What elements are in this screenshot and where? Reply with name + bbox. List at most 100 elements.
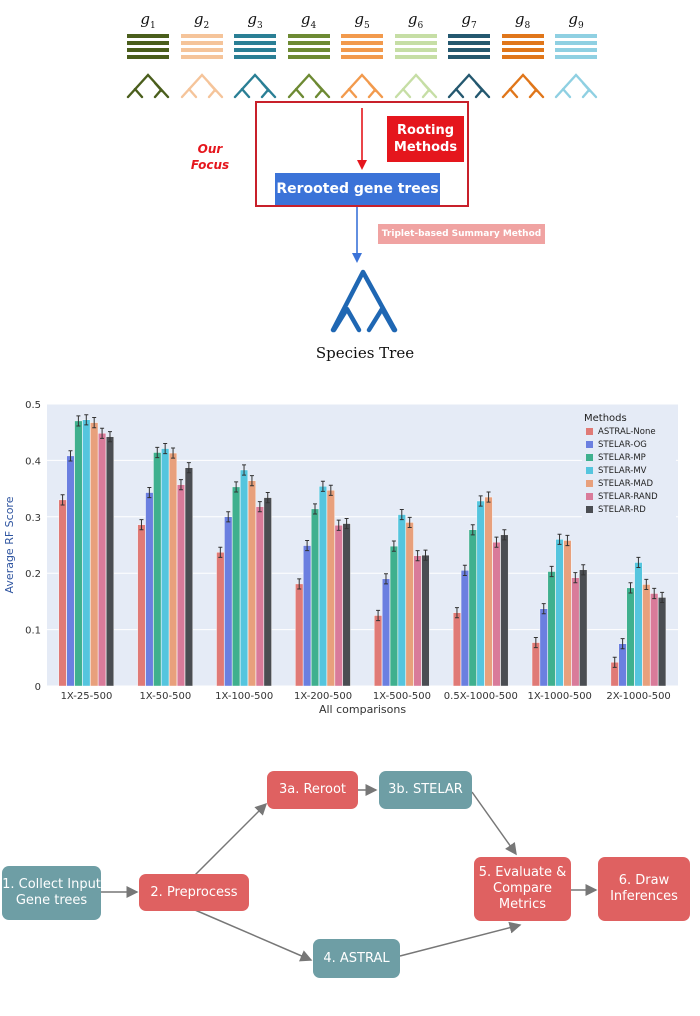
bar-stelar-rand <box>571 577 580 687</box>
error-bar <box>100 427 105 439</box>
error-bar <box>226 511 231 523</box>
error-bar <box>178 479 183 491</box>
bar-stelar-mp <box>468 529 477 687</box>
species-tree-label: Species Tree <box>315 344 415 362</box>
error-bar <box>163 442 168 455</box>
error-bar <box>549 565 554 578</box>
legend-swatch <box>586 454 593 461</box>
rerooted-gene-trees-box: Rerooted gene trees <box>275 173 440 205</box>
legend-item: STELAR-OG <box>598 440 647 450</box>
error-bar <box>305 539 310 552</box>
bar-stelar-og <box>66 455 75 687</box>
rooting-methods-box: Rooting Methods <box>387 116 464 162</box>
collect-input-step: 1. Collect Input Gene trees <box>2 866 101 920</box>
gene-sequence-icon-2 <box>180 34 223 66</box>
bar-stelar-rd <box>500 534 509 687</box>
blue-arrow-head <box>352 253 362 263</box>
legend-item: ASTRAL-None <box>598 427 656 437</box>
error-bar <box>383 573 388 585</box>
arrow-stelar-evaluate <box>471 791 517 856</box>
bar-astral-none <box>295 583 304 687</box>
y-axis-title: Average RF Score <box>3 496 16 593</box>
error-bar <box>147 486 152 499</box>
bar-stelar-mad <box>405 522 414 687</box>
error-bar <box>336 519 341 531</box>
legend-item: STELAR-MV <box>598 466 647 476</box>
error-bar <box>242 464 247 476</box>
bar-stelar-rand <box>492 541 501 687</box>
bar-stelar-rd <box>263 497 272 687</box>
bar-stelar-mp <box>232 486 241 687</box>
top-arrows <box>330 108 398 333</box>
red-arrow-head <box>357 160 367 170</box>
bar-stelar-rand <box>98 433 107 687</box>
bar-stelar-rd <box>342 523 351 687</box>
triplet-method-box: Triplet-based Summary Method <box>378 224 545 244</box>
gene-sequence-icon-4 <box>287 34 330 66</box>
bar-stelar-rd <box>421 554 430 687</box>
bar-stelar-mad <box>326 490 335 687</box>
error-bar <box>265 492 270 504</box>
error-bar <box>660 591 665 604</box>
error-bar <box>470 524 475 536</box>
x-tick-label: 1X-50-500 <box>139 691 191 702</box>
bar-astral-none <box>58 499 67 687</box>
evaluate-step: 5. Evaluate & Compare Metrics <box>474 857 571 921</box>
gene-sequence-icon-9 <box>555 34 597 66</box>
bar-stelar-mp <box>74 420 83 687</box>
bar-stelar-og <box>303 545 312 687</box>
bar-astral-none <box>137 524 146 687</box>
gene-label-3: g3 <box>247 10 263 31</box>
astral-step: 4. ASTRAL <box>313 939 400 978</box>
error-bar <box>628 582 633 594</box>
legend-item: STELAR-MP <box>598 453 646 463</box>
gene-tree-icon-9 <box>554 73 598 99</box>
gene-tree-icon-8 <box>501 73 544 99</box>
rf-score-chart: 0 0.1 0.2 0.3 0.4 0.5 1X-25-500 1X-50-500 1X-100… <box>3 400 678 716</box>
legend-swatch <box>586 480 593 487</box>
y-tick-label: 0.3 <box>25 513 41 524</box>
error-bar <box>612 656 617 668</box>
error-bar <box>454 607 459 619</box>
bar-stelar-mp <box>547 571 556 687</box>
bar-stelar-rd <box>658 597 667 687</box>
x-tick-label: 2X-1000-500 <box>606 691 670 702</box>
legend-swatch <box>586 441 593 448</box>
arrow-preprocess-astral <box>194 909 313 962</box>
gene-tree-icon-5 <box>340 73 384 99</box>
gene-label-1: g1 <box>140 10 156 31</box>
bar-stelar-mad <box>563 540 572 687</box>
error-bar <box>557 533 562 545</box>
error-bar <box>620 638 625 650</box>
gene-sequence-icon-6 <box>394 34 437 66</box>
error-bar <box>344 517 349 530</box>
gene-label-7: g7 <box>461 10 477 31</box>
error-bar <box>636 556 641 569</box>
error-bar <box>328 484 333 496</box>
bar-stelar-og <box>618 643 627 687</box>
error-bar <box>407 516 412 529</box>
legend-background <box>582 408 676 518</box>
bar-stelar-mad <box>169 452 178 687</box>
legend-swatch <box>586 467 593 474</box>
legend-item: STELAR-RD <box>598 505 646 515</box>
error-bar <box>297 578 302 590</box>
arrow-preprocess-reroot <box>194 802 268 876</box>
legend-swatch <box>586 506 593 513</box>
gene-label-9: g9 <box>568 10 584 31</box>
error-bar <box>249 475 254 487</box>
x-tick-label: 1X-1000-500 <box>527 691 591 702</box>
focus-box <box>255 101 469 207</box>
gene-tree-icon-7 <box>447 73 491 99</box>
gene-sequence-icon-1 <box>127 34 169 66</box>
x-axis-title: All comparisons <box>319 703 406 716</box>
error-bar <box>573 572 578 584</box>
draw-inferences-step: 6. Draw Inferences <box>598 857 690 921</box>
reroot-step: 3a. Reroot <box>267 771 358 809</box>
x-tick-label: 1X-100-500 <box>215 691 273 702</box>
bar-stelar-mad <box>642 584 651 687</box>
legend-swatch <box>586 493 593 500</box>
bar-stelar-rand <box>650 593 659 687</box>
error-bar <box>502 529 507 541</box>
bar-stelar-mp <box>153 452 162 687</box>
